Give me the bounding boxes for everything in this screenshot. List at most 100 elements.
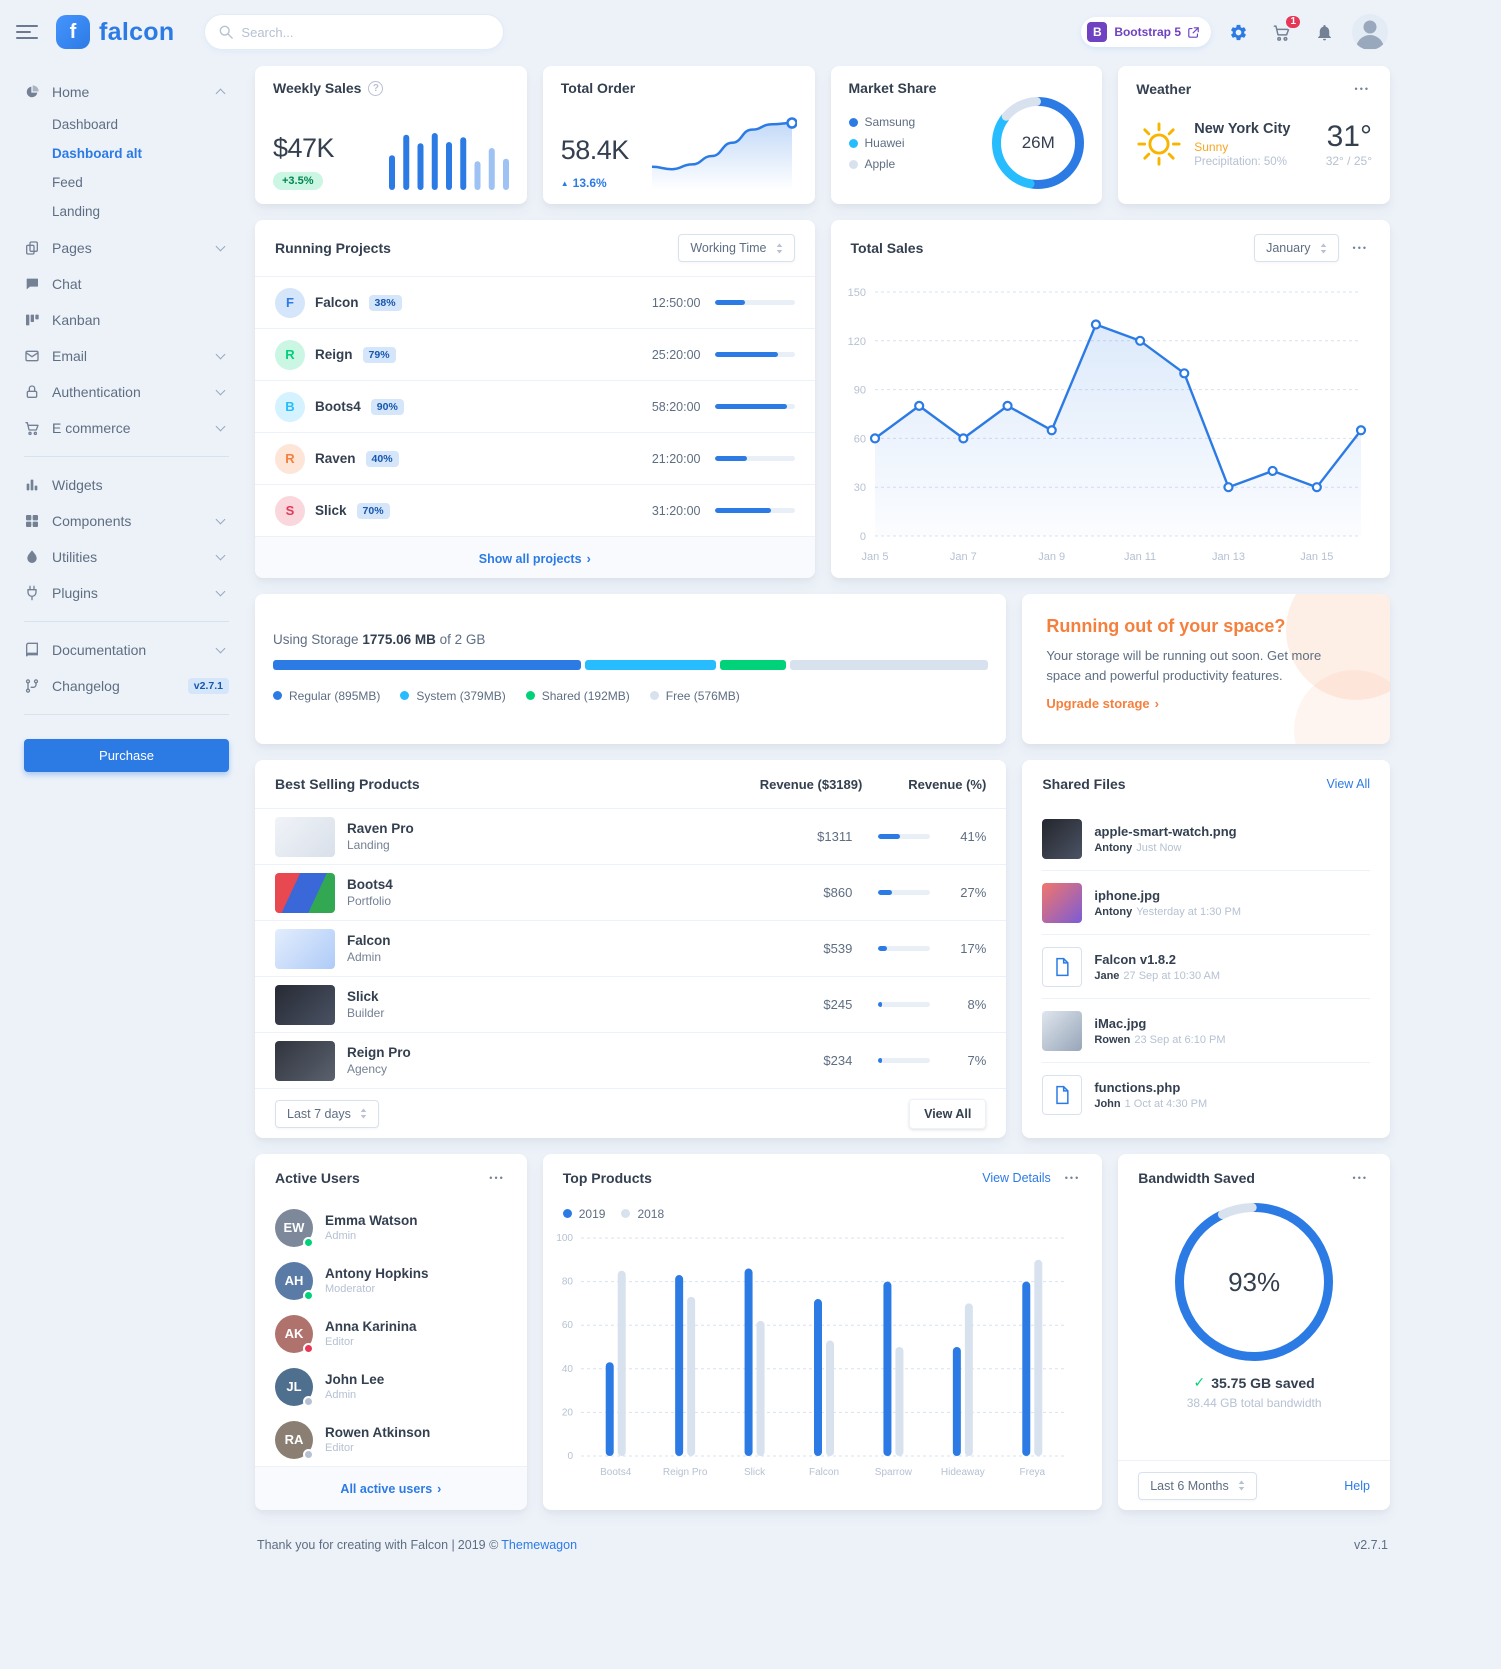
product-thumbnail[interactable] <box>275 1040 335 1081</box>
sidebar-item-components[interactable]: Components <box>24 503 229 539</box>
product-name-link[interactable]: Falcon <box>347 933 391 948</box>
themewagon-link[interactable]: Themewagon <box>501 1538 578 1552</box>
user-name-link[interactable]: Anna Karinina <box>325 1319 417 1334</box>
card-menu-icon[interactable]: ••• <box>487 1169 506 1187</box>
hamburger-menu-icon[interactable] <box>16 21 38 43</box>
sidebar-item-chat[interactable]: Chat <box>24 266 229 302</box>
help-icon[interactable]: ? <box>368 80 384 96</box>
sidebar-item-pages[interactable]: Pages <box>24 230 229 266</box>
card-menu-icon[interactable]: ••• <box>1063 1169 1082 1187</box>
view-all-link[interactable]: View All <box>1326 776 1370 791</box>
svg-text:80: 80 <box>562 1277 574 1288</box>
product-thumbnail[interactable] <box>275 928 335 969</box>
project-percent-badge: 70% <box>356 502 390 519</box>
project-name-link[interactable]: Boots4 <box>315 399 361 414</box>
sidebar-item-home[interactable]: Home <box>24 74 229 110</box>
product-name-link[interactable]: Slick <box>347 989 379 1004</box>
product-name-link[interactable]: Raven Pro <box>347 821 414 836</box>
svg-text:90: 90 <box>853 385 865 397</box>
svg-text:Jan 7: Jan 7 <box>949 551 976 563</box>
svg-text:20: 20 <box>562 1407 574 1418</box>
bootstrap-5-badge[interactable]: B Bootstrap 5 <box>1081 17 1211 47</box>
sidebar-item-widgets[interactable]: Widgets <box>24 467 229 503</box>
show-all-projects-link[interactable]: Show all projects › <box>478 551 591 566</box>
sidebar-item-landing[interactable]: Landing <box>52 204 101 219</box>
file-name-link[interactable]: Falcon v1.8.2 <box>1094 951 1176 967</box>
file-icon[interactable] <box>1042 946 1083 987</box>
view-details-link[interactable]: View Details <box>982 1170 1051 1185</box>
product-category-link[interactable]: Agency <box>347 1062 388 1076</box>
sidebar-item-dashboard-alt[interactable]: Dashboard alt <box>52 146 143 161</box>
period-select[interactable]: Last 7 days <box>275 1099 379 1128</box>
sidebar-item-ecommerce[interactable]: E commerce <box>24 410 229 446</box>
user-avatar[interactable]: AK <box>275 1314 314 1354</box>
sidebar-item-plugins[interactable]: Plugins <box>24 575 229 611</box>
all-active-users-link[interactable]: All active users › <box>340 1481 442 1496</box>
envelope-icon <box>24 348 40 364</box>
legend-item[interactable]: 2018 <box>621 1203 664 1224</box>
sidebar-item-dashboard[interactable]: Dashboard <box>52 117 119 132</box>
upgrade-storage-link[interactable]: Upgrade storage › <box>1046 696 1159 711</box>
legend-item[interactable]: 2019 <box>562 1203 605 1224</box>
project-name-link[interactable]: Falcon <box>315 295 359 310</box>
file-name-link[interactable]: iMac.jpg <box>1094 1015 1147 1031</box>
card-menu-icon[interactable]: ••• <box>1353 80 1372 98</box>
brand-logo[interactable]: f falcon <box>56 15 174 49</box>
view-all-button[interactable]: View All <box>909 1098 987 1129</box>
user-name-link[interactable]: John Lee <box>325 1372 385 1387</box>
user-avatar[interactable]: RA <box>275 1420 314 1460</box>
months-select[interactable]: Last 6 Months <box>1138 1471 1257 1500</box>
file-thumbnail[interactable] <box>1042 818 1083 859</box>
product-name-link[interactable]: Boots4 <box>347 877 393 892</box>
settings-gear-icon[interactable] <box>1223 17 1254 48</box>
sidebar-item-utilities[interactable]: Utilities <box>24 539 229 575</box>
product-thumbnail[interactable] <box>275 872 335 913</box>
project-name-link[interactable]: Raven <box>315 451 356 466</box>
product-name-link[interactable]: Reign Pro <box>347 1045 411 1060</box>
user-avatar[interactable] <box>1352 14 1388 50</box>
file-meta: Jane 27 Sep at 10:30 AM <box>1094 969 1221 982</box>
product-thumbnail[interactable] <box>275 984 335 1025</box>
file-thumbnail[interactable] <box>1042 1010 1083 1051</box>
sidebar-item-kanban[interactable]: Kanban <box>24 302 229 338</box>
user-role: Editor <box>325 1442 354 1454</box>
month-select[interactable]: January <box>1254 234 1339 262</box>
svg-text:150: 150 <box>847 287 865 299</box>
sidebar-item-authentication[interactable]: Authentication <box>24 374 229 410</box>
user-name-link[interactable]: Rowen Atkinson <box>325 1425 431 1440</box>
sidebar-item-feed[interactable]: Feed <box>52 175 83 190</box>
user-avatar[interactable]: JL <box>275 1367 314 1407</box>
sidebar-item-changelog[interactable]: Changelog v2.7.1 <box>24 668 229 704</box>
product-category-link[interactable]: Portfolio <box>347 894 392 908</box>
file-thumbnail[interactable] <box>1042 882 1083 923</box>
weather-temperature: 31° <box>1326 120 1372 153</box>
project-name-link[interactable]: Reign <box>315 347 353 362</box>
cart-icon[interactable]: 1 <box>1266 13 1302 48</box>
product-category-link[interactable]: Admin <box>347 950 382 964</box>
product-category-link[interactable]: Builder <box>347 1006 385 1020</box>
file-name-link[interactable]: functions.php <box>1094 1080 1181 1095</box>
card-menu-icon[interactable]: ••• <box>1351 239 1370 257</box>
working-time-select[interactable]: Working Time <box>678 234 795 262</box>
product-thumbnail[interactable] <box>275 816 335 857</box>
sidebar-item-documentation[interactable]: Documentation <box>24 632 229 668</box>
check-icon: ✓ <box>1193 1374 1206 1390</box>
card-menu-icon[interactable]: ••• <box>1351 1169 1370 1187</box>
user-name-link[interactable]: Antony Hopkins <box>325 1266 429 1281</box>
sidebar-item-email[interactable]: Email <box>24 338 229 374</box>
product-category-link[interactable]: Landing <box>347 838 390 852</box>
search-input[interactable] <box>241 24 490 40</box>
help-link[interactable]: Help <box>1344 1478 1370 1493</box>
bell-icon[interactable] <box>1309 17 1340 48</box>
file-icon[interactable] <box>1042 1075 1083 1115</box>
file-name-link[interactable]: apple-smart-watch.png <box>1094 823 1237 839</box>
weather-city: New York City <box>1194 120 1291 137</box>
purchase-button[interactable]: Purchase <box>24 739 229 772</box>
user-name-link[interactable]: Emma Watson <box>325 1213 418 1228</box>
bandwidth-saved: ✓ 35.75 GB saved <box>1193 1374 1315 1391</box>
product-revenue-percent: 17% <box>960 941 987 956</box>
user-avatar[interactable]: AH <box>275 1261 314 1301</box>
file-name-link[interactable]: iphone.jpg <box>1094 887 1161 903</box>
user-avatar[interactable]: EW <box>275 1208 314 1248</box>
project-name-link[interactable]: Slick <box>315 503 347 518</box>
